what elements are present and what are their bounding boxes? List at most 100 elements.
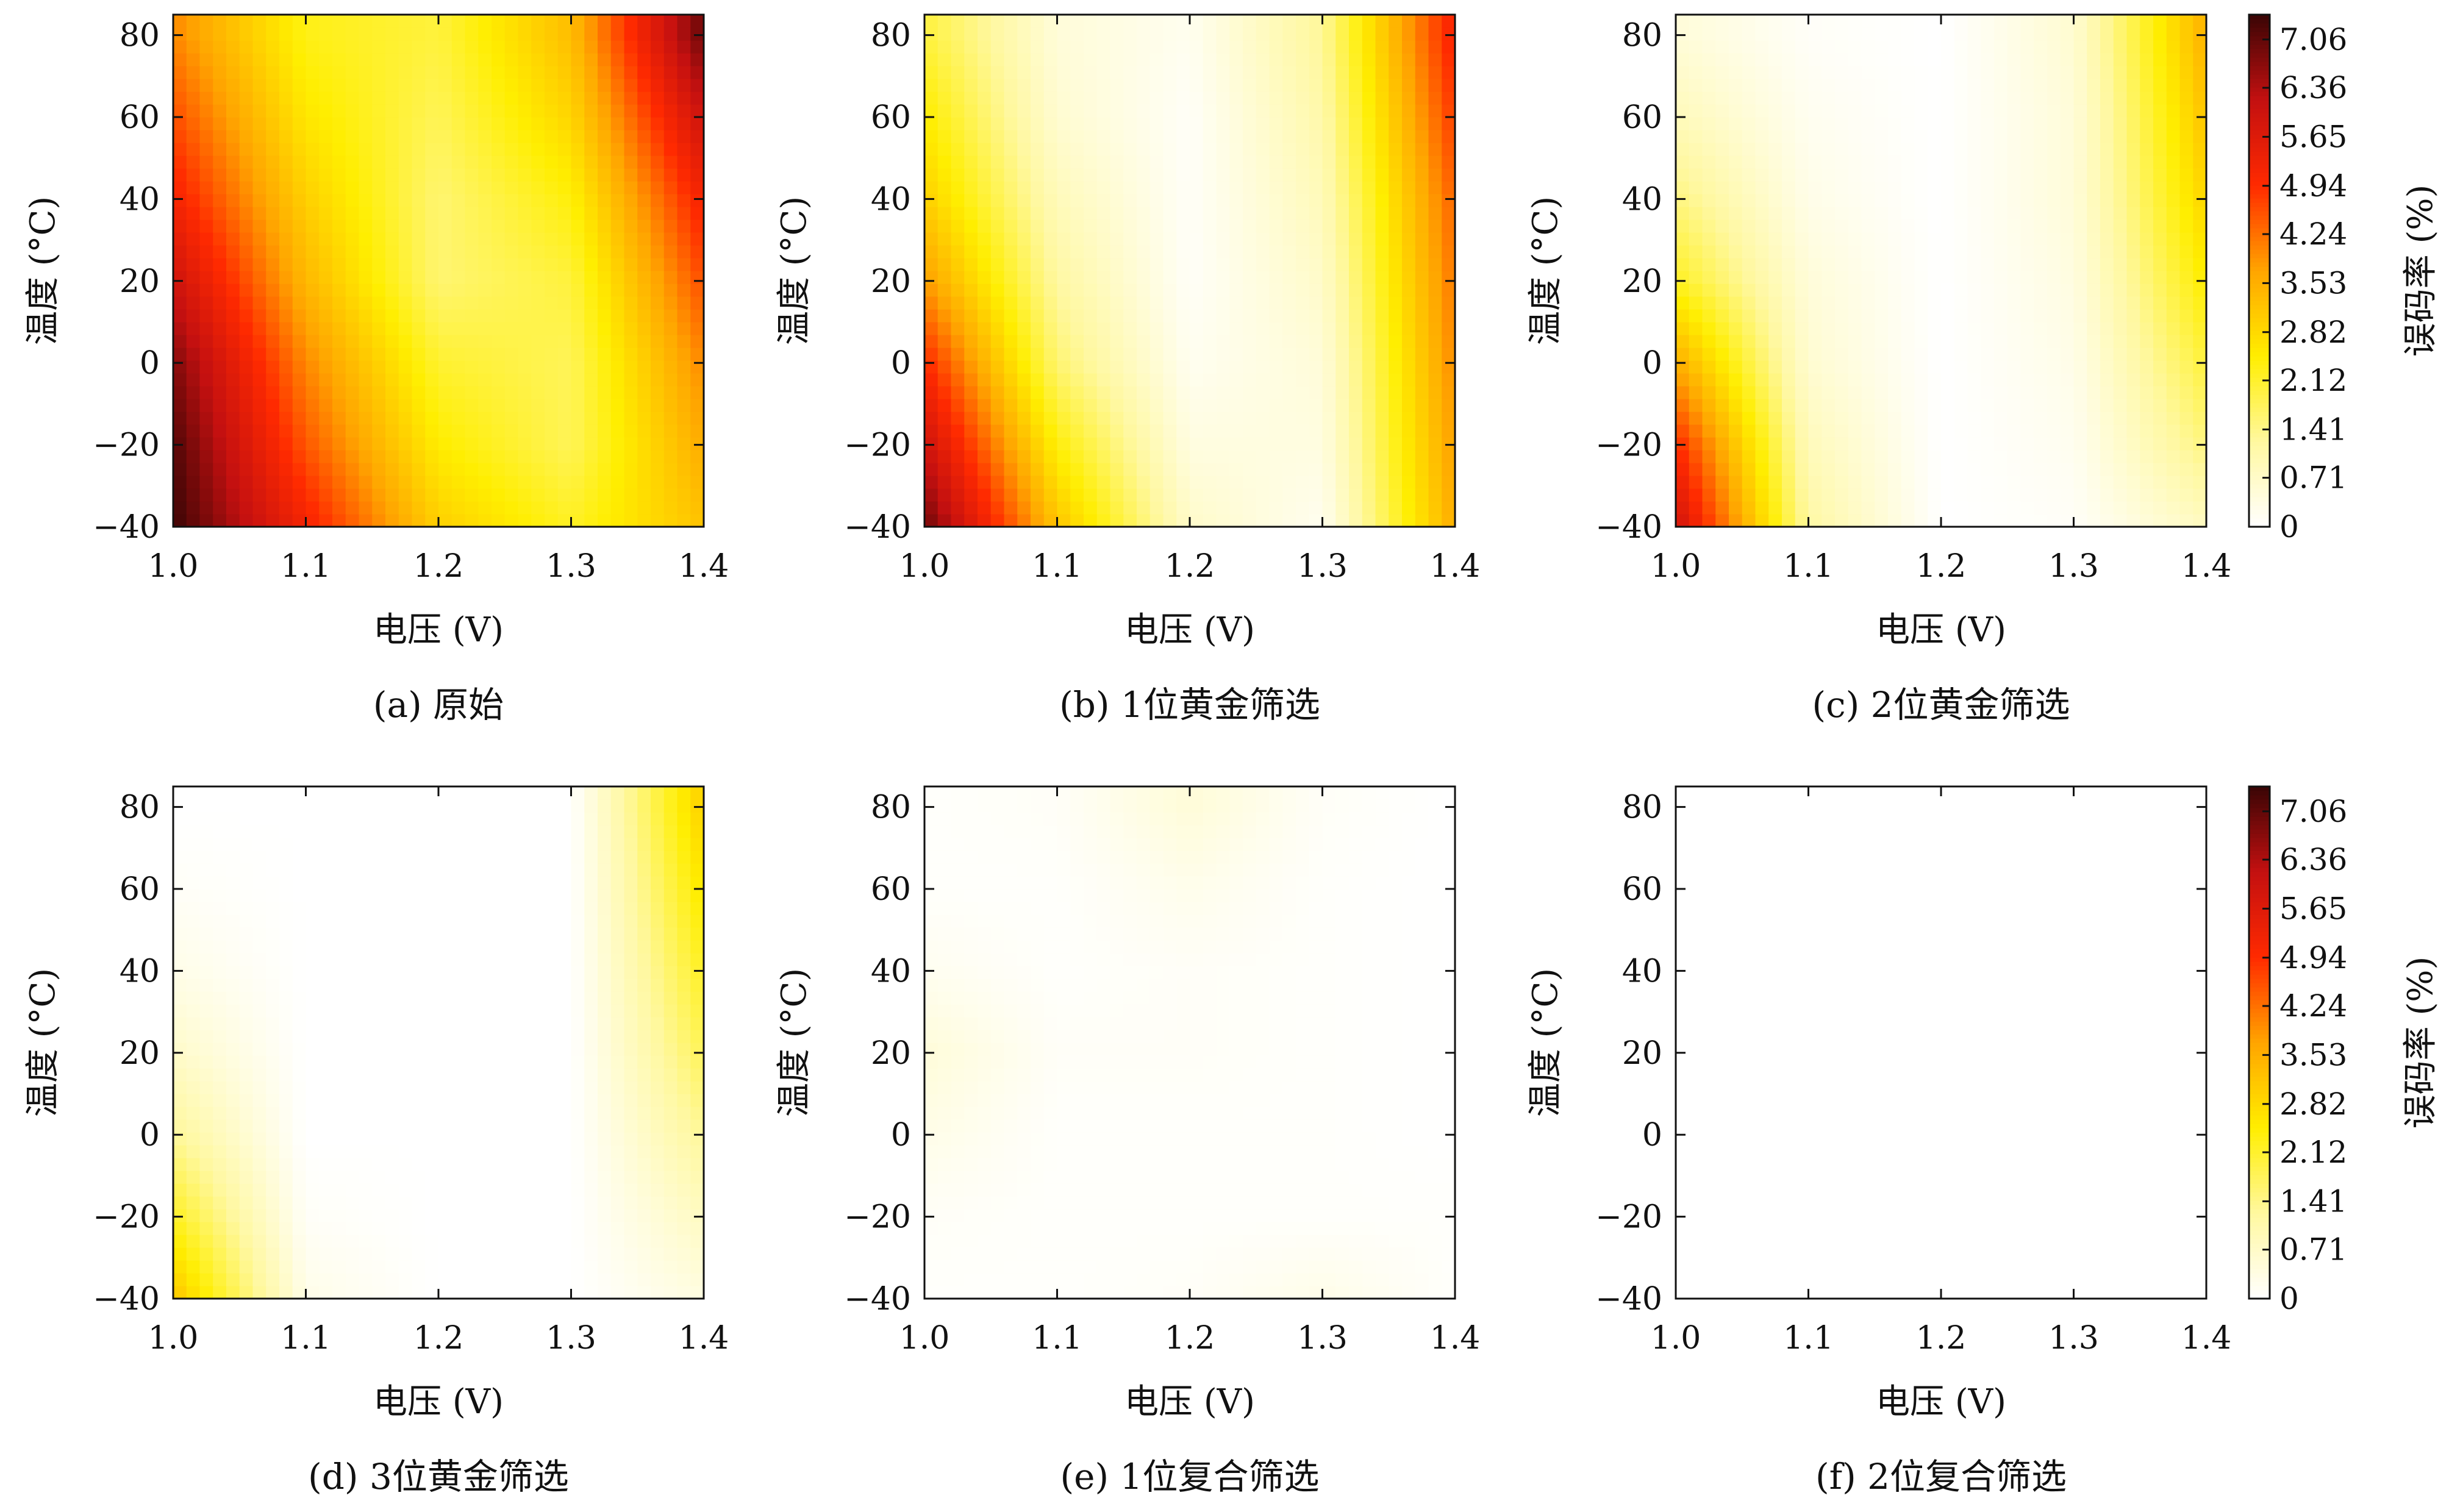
heatmap-cell xyxy=(1349,181,1363,194)
heatmap-cell xyxy=(345,284,360,297)
heatmap-cell xyxy=(173,424,187,438)
heatmap-cell xyxy=(2179,450,2193,463)
heatmap-cell xyxy=(677,335,691,348)
heatmap-cell xyxy=(319,194,333,207)
heatmap-cell xyxy=(1782,437,1796,451)
heatmap-cell xyxy=(990,348,1005,361)
heatmap-cell xyxy=(518,245,532,259)
heatmap-cell xyxy=(412,284,426,297)
heatmap-cell xyxy=(1137,348,1151,361)
heatmap-cell xyxy=(2140,232,2154,246)
heatmap-cell xyxy=(492,91,506,105)
heatmap-cell xyxy=(1322,476,1336,489)
heatmap-cell xyxy=(2126,424,2140,438)
heatmap-cell xyxy=(1428,117,1442,130)
heatmap-cell xyxy=(1442,437,1456,451)
heatmap-cell xyxy=(412,1286,426,1299)
heatmap-cell xyxy=(1031,296,1045,310)
heatmap-cell xyxy=(2113,27,2128,41)
heatmap-cell xyxy=(1981,91,1995,105)
heatmap-cell xyxy=(637,412,651,425)
heatmap-cell xyxy=(345,155,360,169)
heatmap-cell xyxy=(1322,258,1336,271)
heatmap-cell xyxy=(492,373,506,387)
heatmap-cell xyxy=(1981,284,1995,297)
heatmap-cell xyxy=(1967,373,1981,387)
heatmap-cell xyxy=(1110,143,1124,156)
heatmap-cell xyxy=(1096,143,1111,156)
heatmap-cell xyxy=(1084,476,1098,489)
heatmap-cell xyxy=(213,514,227,527)
heatmap-cell xyxy=(990,143,1005,156)
heatmap-cell xyxy=(1229,219,1243,233)
heatmap-cell xyxy=(1057,117,1071,130)
heatmap-cell xyxy=(1442,168,1456,182)
heatmap-cell xyxy=(2193,245,2207,259)
heatmap-cell xyxy=(1755,360,1769,374)
heatmap-cell xyxy=(1901,476,1915,489)
heatmap-cell xyxy=(1795,424,1809,438)
heatmap-cell xyxy=(1428,207,1442,220)
heatmap-cell xyxy=(492,15,506,28)
heatmap-cell xyxy=(677,219,691,233)
heatmap-cell xyxy=(504,463,519,476)
heatmap-cell xyxy=(2113,322,2128,335)
heatmap-cell xyxy=(1676,194,1690,207)
heatmap-cell xyxy=(1375,284,1389,297)
heatmap-cell xyxy=(2020,373,2034,387)
heatmap-cell xyxy=(345,514,360,527)
heatmap-cell xyxy=(2153,360,2167,374)
heatmap-cell xyxy=(1742,130,1756,143)
heatmap-cell xyxy=(425,1286,439,1299)
heatmap-cell xyxy=(2140,271,2154,284)
heatmap-cell xyxy=(451,194,466,207)
heatmap-cell xyxy=(465,271,479,284)
heatmap-cell xyxy=(1322,335,1336,348)
heatmap-cell xyxy=(1309,258,1323,271)
heatmap-cell xyxy=(584,309,598,323)
heatmap-cell xyxy=(1123,181,1137,194)
heatmap-cell xyxy=(398,53,413,66)
heatmap-cell xyxy=(1043,373,1058,387)
heatmap-cell xyxy=(1070,322,1084,335)
heatmap-cell xyxy=(1243,40,1257,54)
heatmap-cell xyxy=(173,66,187,79)
heatmap-cell xyxy=(557,91,572,105)
heatmap-cell xyxy=(545,386,559,399)
heatmap-cell xyxy=(504,501,519,515)
heatmap-cell xyxy=(1322,155,1336,169)
heatmap-cell xyxy=(1782,399,1796,412)
heatmap-cell xyxy=(173,245,187,259)
heatmap-cell xyxy=(624,373,638,387)
heatmap-cell xyxy=(2140,219,2154,233)
heatmap-cell xyxy=(651,386,665,399)
heatmap-cell xyxy=(937,130,952,143)
heatmap-cell xyxy=(1282,181,1296,194)
heatmap-cell xyxy=(1389,168,1403,182)
heatmap-cell xyxy=(1096,488,1111,502)
heatmap-cell xyxy=(2126,360,2140,374)
heatmap-cell xyxy=(1835,514,1849,527)
heatmap-cell xyxy=(1835,258,1849,271)
heatmap-cell xyxy=(518,53,532,66)
heatmap-cell xyxy=(1070,488,1084,502)
heatmap-cell xyxy=(2179,155,2193,169)
heatmap-cell xyxy=(1004,322,1018,335)
heatmap-cell xyxy=(1137,219,1151,233)
heatmap-cell xyxy=(504,194,519,207)
heatmap-cell xyxy=(1415,399,1429,412)
heatmap-cell xyxy=(663,335,678,348)
heatmap-cell xyxy=(2020,117,2034,130)
heatmap-cell xyxy=(1216,296,1230,310)
heatmap-cell xyxy=(518,168,532,182)
heatmap-cell xyxy=(2087,219,2101,233)
heatmap-cell xyxy=(226,130,240,143)
heatmap-cell xyxy=(1375,258,1389,271)
heatmap-cell xyxy=(1808,194,1822,207)
heatmap-cell xyxy=(1043,53,1058,66)
heatmap-cell xyxy=(2087,15,2101,28)
heatmap-cell xyxy=(1110,450,1124,463)
heatmap-cell xyxy=(1296,284,1310,297)
heatmap-cell xyxy=(1229,271,1243,284)
heatmap-cell xyxy=(2034,514,2048,527)
